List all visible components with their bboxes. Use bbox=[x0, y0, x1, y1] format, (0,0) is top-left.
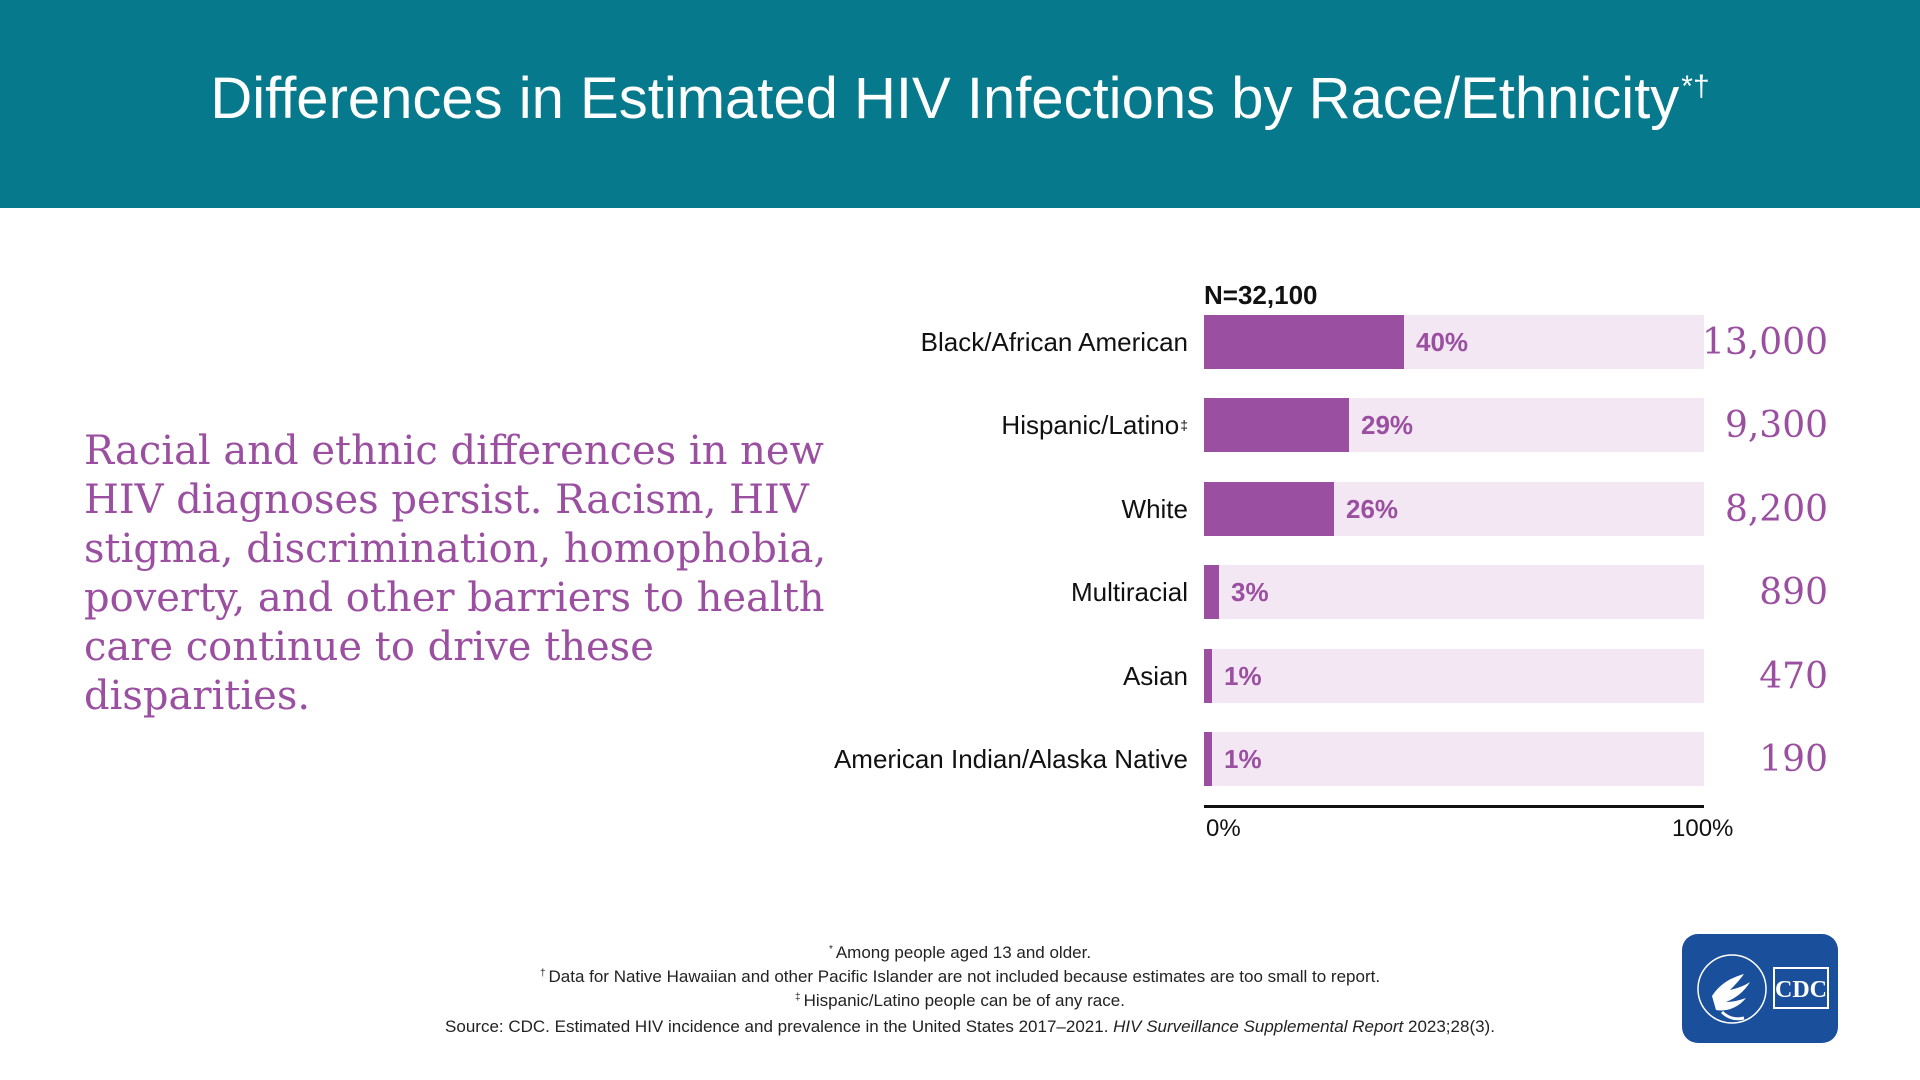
category-label: American Indian/Alaska Native bbox=[833, 743, 1188, 774]
bar-track: 26% bbox=[1204, 482, 1704, 536]
x-axis-line bbox=[1204, 805, 1704, 808]
count-label: 13,000 bbox=[1702, 321, 1828, 363]
bar bbox=[1204, 482, 1334, 536]
category-label: Asian bbox=[1122, 660, 1188, 691]
bar-value-label: 3% bbox=[1231, 576, 1269, 607]
page-title-marks: *† bbox=[1681, 70, 1710, 103]
bar-track: 29% bbox=[1204, 398, 1704, 452]
footnotes: * Among people aged 13 and older. † Data f… bbox=[240, 939, 1680, 1011]
bar-track: 40% bbox=[1204, 315, 1704, 369]
bar-value-label: 26% bbox=[1346, 493, 1399, 524]
bar-value-label: 1% bbox=[1224, 743, 1262, 774]
count-label: 190 bbox=[1759, 738, 1828, 780]
count-label: 8,200 bbox=[1724, 488, 1828, 530]
category-footnote-mark: ‡ bbox=[1180, 417, 1188, 433]
bar bbox=[1204, 649, 1212, 703]
bar-track: 1% bbox=[1204, 732, 1704, 786]
footnote-1: * Among people aged 13 and older. bbox=[828, 943, 1092, 962]
source-journal: HIV Surveillance Supplemental Report bbox=[1113, 1017, 1404, 1036]
chart-row: Hispanic/Latino ‡ 29% 9,300 bbox=[0, 398, 1920, 452]
chart-row: Asian 1% 470 bbox=[0, 649, 1920, 703]
bar bbox=[1204, 398, 1349, 452]
category-label: White bbox=[1121, 493, 1188, 524]
header-banner: Differences in Estimated HIV Infections … bbox=[0, 0, 1920, 208]
bar-value-label: 1% bbox=[1224, 660, 1262, 691]
bar bbox=[1204, 732, 1212, 786]
count-label: 9,300 bbox=[1724, 404, 1828, 446]
category-label: Black/African American bbox=[920, 326, 1188, 357]
chart-row: White 26% 8,200 bbox=[0, 482, 1920, 536]
hhs-eagle-icon: CDC bbox=[1697, 954, 1829, 1024]
bar-value-label: 40% bbox=[1416, 326, 1469, 357]
chart-row: Multiracial 3% 890 bbox=[0, 565, 1920, 619]
cdc-logo: CDC bbox=[1682, 934, 1838, 1043]
category-label: Multiracial bbox=[1070, 576, 1188, 607]
bar-track: 1% bbox=[1204, 649, 1704, 703]
page-title: Differences in Estimated HIV Infections … bbox=[210, 70, 1709, 128]
sample-size-label: N=32,100 bbox=[1204, 280, 1318, 310]
x-tick-label-0: 0% bbox=[1206, 815, 1241, 842]
bar bbox=[1204, 565, 1219, 619]
count-label: 890 bbox=[1759, 571, 1828, 613]
chart-row: American Indian/Alaska Native 1% 190 bbox=[0, 732, 1920, 786]
count-label: 470 bbox=[1759, 655, 1828, 697]
category-label: Hispanic/Latino ‡ bbox=[1001, 409, 1188, 440]
chart-row: Black/African American 40% 13,000 bbox=[0, 315, 1920, 369]
bar-value-label: 29% bbox=[1361, 409, 1414, 440]
bar bbox=[1204, 315, 1404, 369]
cdc-logo-text: CDC bbox=[1775, 977, 1827, 1003]
page-title-text: Differences in Estimated HIV Infections … bbox=[210, 66, 1680, 131]
key-message: Racial and ethnic differences in new HIV… bbox=[84, 428, 827, 719]
footnote-3: ‡ Hispanic/Latino people can be of any ra… bbox=[795, 991, 1125, 1010]
x-tick-label-100: 100% bbox=[1672, 815, 1734, 842]
bar-track: 3% bbox=[1204, 565, 1704, 619]
source-citation: Source: CDC. Estimated HIV incidence and… bbox=[445, 1017, 1495, 1036]
footnote-2: † Data for Native Hawaiian and other Paci… bbox=[539, 967, 1381, 986]
